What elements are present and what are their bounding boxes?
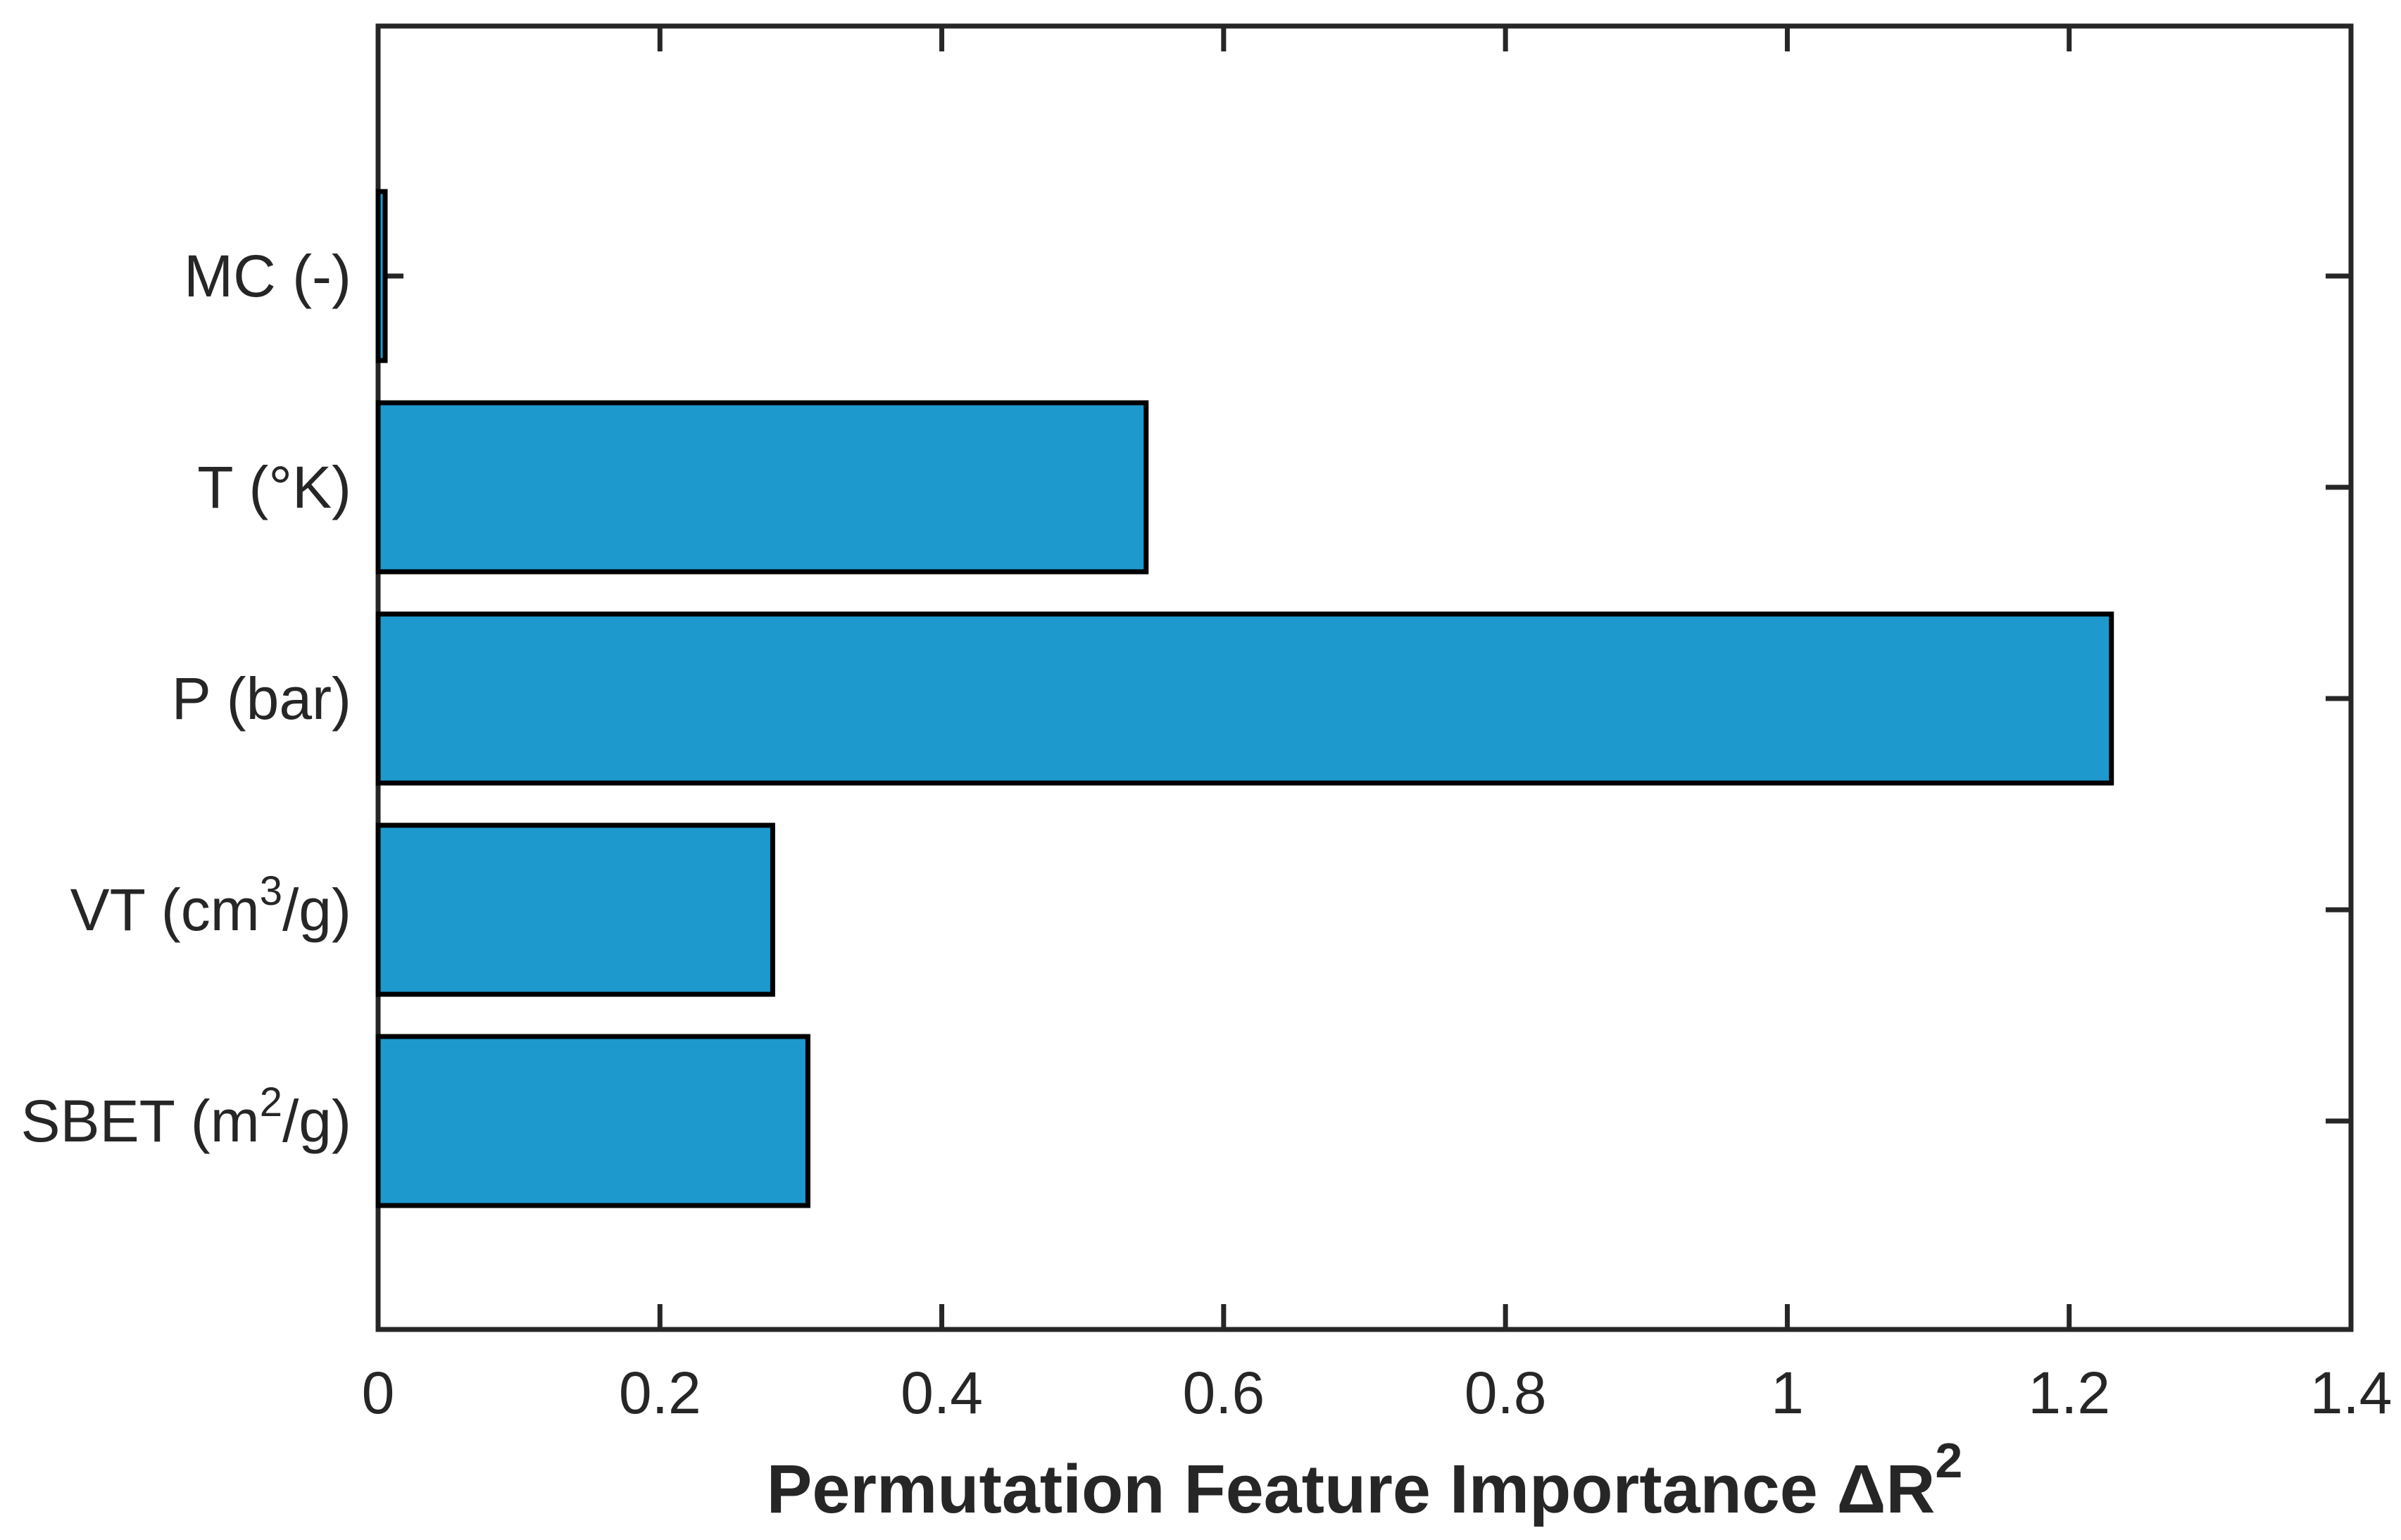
bar-sbet <box>375 1034 810 1208</box>
x-tick-label: 0.8 <box>1465 1360 1547 1426</box>
x-tick-label: 0.6 <box>1182 1360 1265 1426</box>
bar-mc <box>375 189 388 363</box>
bar-p <box>375 611 2114 786</box>
x-tick-labels: 0 0.2 0.4 0.6 0.8 1 1.2 1.4 <box>362 1360 2393 1426</box>
x-axis-label: Permutation Feature Importance ΔR2 <box>767 1433 1963 1527</box>
y-category-labels: MC (-) T (°K) P (bar) VT (cm3/g) SBET (m2/g) <box>21 243 351 1154</box>
x-tick-label: 1.4 <box>2310 1360 2393 1426</box>
y-category-label-mc: MC (-) <box>184 243 351 309</box>
x-ticks <box>375 26 2354 1329</box>
y-category-label-sbet: SBET (m2/g) <box>21 1079 351 1154</box>
x-tick-label: 0.4 <box>901 1360 983 1426</box>
bars <box>375 189 2114 1208</box>
y-category-label-vt: VT (cm3/g) <box>70 868 351 943</box>
x-tick-label: 0 <box>362 1360 395 1426</box>
bar-vt <box>375 822 775 997</box>
y-category-label-p: P (bar) <box>172 665 351 732</box>
bar-t <box>375 400 1149 575</box>
y-category-label-t: T (°K) <box>197 454 351 520</box>
x-tick-label: 0.2 <box>619 1360 701 1426</box>
x-tick-label: 1.2 <box>2028 1360 2110 1426</box>
x-tick-label: 1 <box>1771 1360 1804 1426</box>
